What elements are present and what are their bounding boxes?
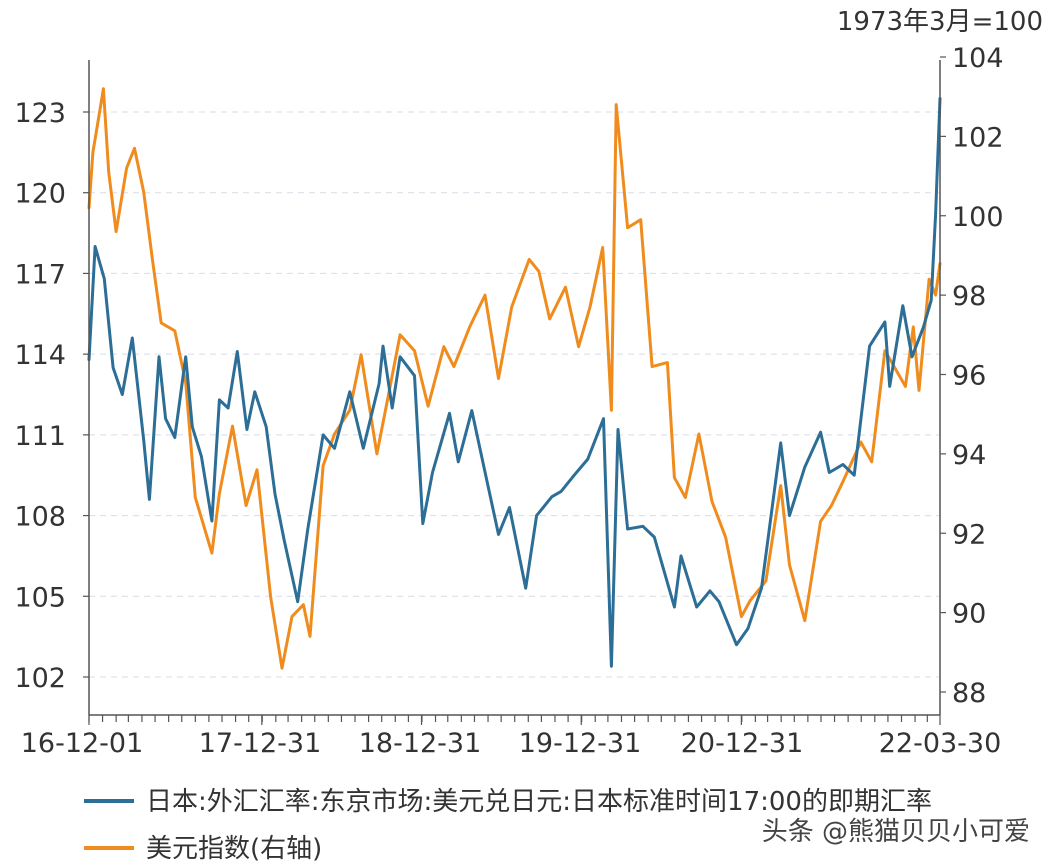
left-tick-label-102: 102 bbox=[14, 663, 66, 694]
legend-item-dxy: 美元指数(右轴) bbox=[84, 834, 322, 864]
left-axis-ticks: 102 105 108 111 114 117 120 123 bbox=[14, 98, 89, 694]
legend-item-usdjpy: 日本:外汇汇率:东京市场:美元兑日元:日本标准时间17:00的即期汇率 bbox=[84, 787, 932, 817]
left-tick-label-114: 114 bbox=[14, 340, 66, 371]
left-tick-label-111: 111 bbox=[14, 421, 66, 452]
x-tick-label-19-12-31: 19-12-31 bbox=[519, 728, 642, 759]
x-tick-label-17-12-31: 17-12-31 bbox=[199, 728, 322, 759]
legend-label-dxy: 美元指数(右轴) bbox=[146, 834, 322, 864]
right-tick-label-102: 102 bbox=[952, 122, 1004, 153]
x-tick-label-16-12-01: 16-12-01 bbox=[21, 728, 144, 759]
left-tick-label-117: 117 bbox=[14, 259, 66, 290]
grid-lines bbox=[89, 111, 940, 678]
left-tick-label-120: 120 bbox=[14, 179, 66, 210]
axes bbox=[88, 60, 941, 716]
right-tick-label-88: 88 bbox=[952, 678, 986, 709]
watermark-text: 头条 @熊猫贝贝小可爱 bbox=[762, 817, 1030, 847]
right-tick-label-104: 104 bbox=[952, 43, 1004, 74]
x-axis-ticks: 16-12-01 17-12-31 18-12-31 19-12-31 20-12-31… bbox=[21, 715, 1002, 759]
legend: 日本:外汇汇率:东京市场:美元兑日元:日本标准时间17:00的即期汇率 美元指数… bbox=[84, 787, 932, 864]
x-tick-label-22-03-30: 22-03-30 bbox=[879, 728, 1002, 759]
left-tick-label-123: 123 bbox=[14, 98, 66, 129]
right-tick-label-100: 100 bbox=[952, 202, 1004, 233]
series-dxy-line bbox=[87, 87, 942, 670]
right-tick-label-96: 96 bbox=[952, 361, 986, 392]
left-tick-label-108: 108 bbox=[14, 502, 66, 533]
legend-label-usdjpy: 日本:外汇汇率:东京市场:美元兑日元:日本标准时间17:00的即期汇率 bbox=[146, 787, 932, 817]
right-axis-ticks: 88 90 92 94 96 98 100 102 104 bbox=[940, 43, 1004, 709]
right-tick-label-92: 92 bbox=[952, 519, 986, 550]
x-tick-label-18-12-31: 18-12-31 bbox=[359, 728, 482, 759]
right-axis-unit-label: 1973年3月=100 bbox=[837, 7, 1043, 37]
right-tick-label-94: 94 bbox=[952, 440, 986, 471]
plot-lines bbox=[87, 87, 942, 670]
series-usdjpy-line bbox=[87, 97, 942, 668]
x-tick-label-20-12-31: 20-12-31 bbox=[681, 728, 804, 759]
right-tick-label-98: 98 bbox=[952, 281, 986, 312]
right-tick-label-90: 90 bbox=[952, 599, 986, 630]
left-tick-label-105: 105 bbox=[14, 582, 66, 613]
